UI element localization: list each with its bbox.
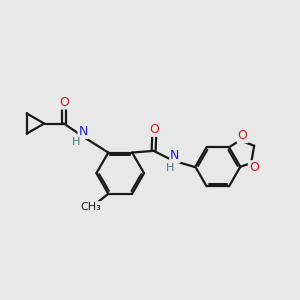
Text: H: H [166, 163, 174, 173]
Text: H: H [72, 137, 80, 147]
Text: O: O [59, 95, 69, 109]
Text: N: N [79, 125, 88, 138]
Text: N: N [170, 149, 179, 162]
Text: O: O [149, 123, 159, 136]
Text: CH₃: CH₃ [80, 202, 101, 212]
Text: O: O [249, 161, 259, 174]
Text: O: O [238, 129, 248, 142]
